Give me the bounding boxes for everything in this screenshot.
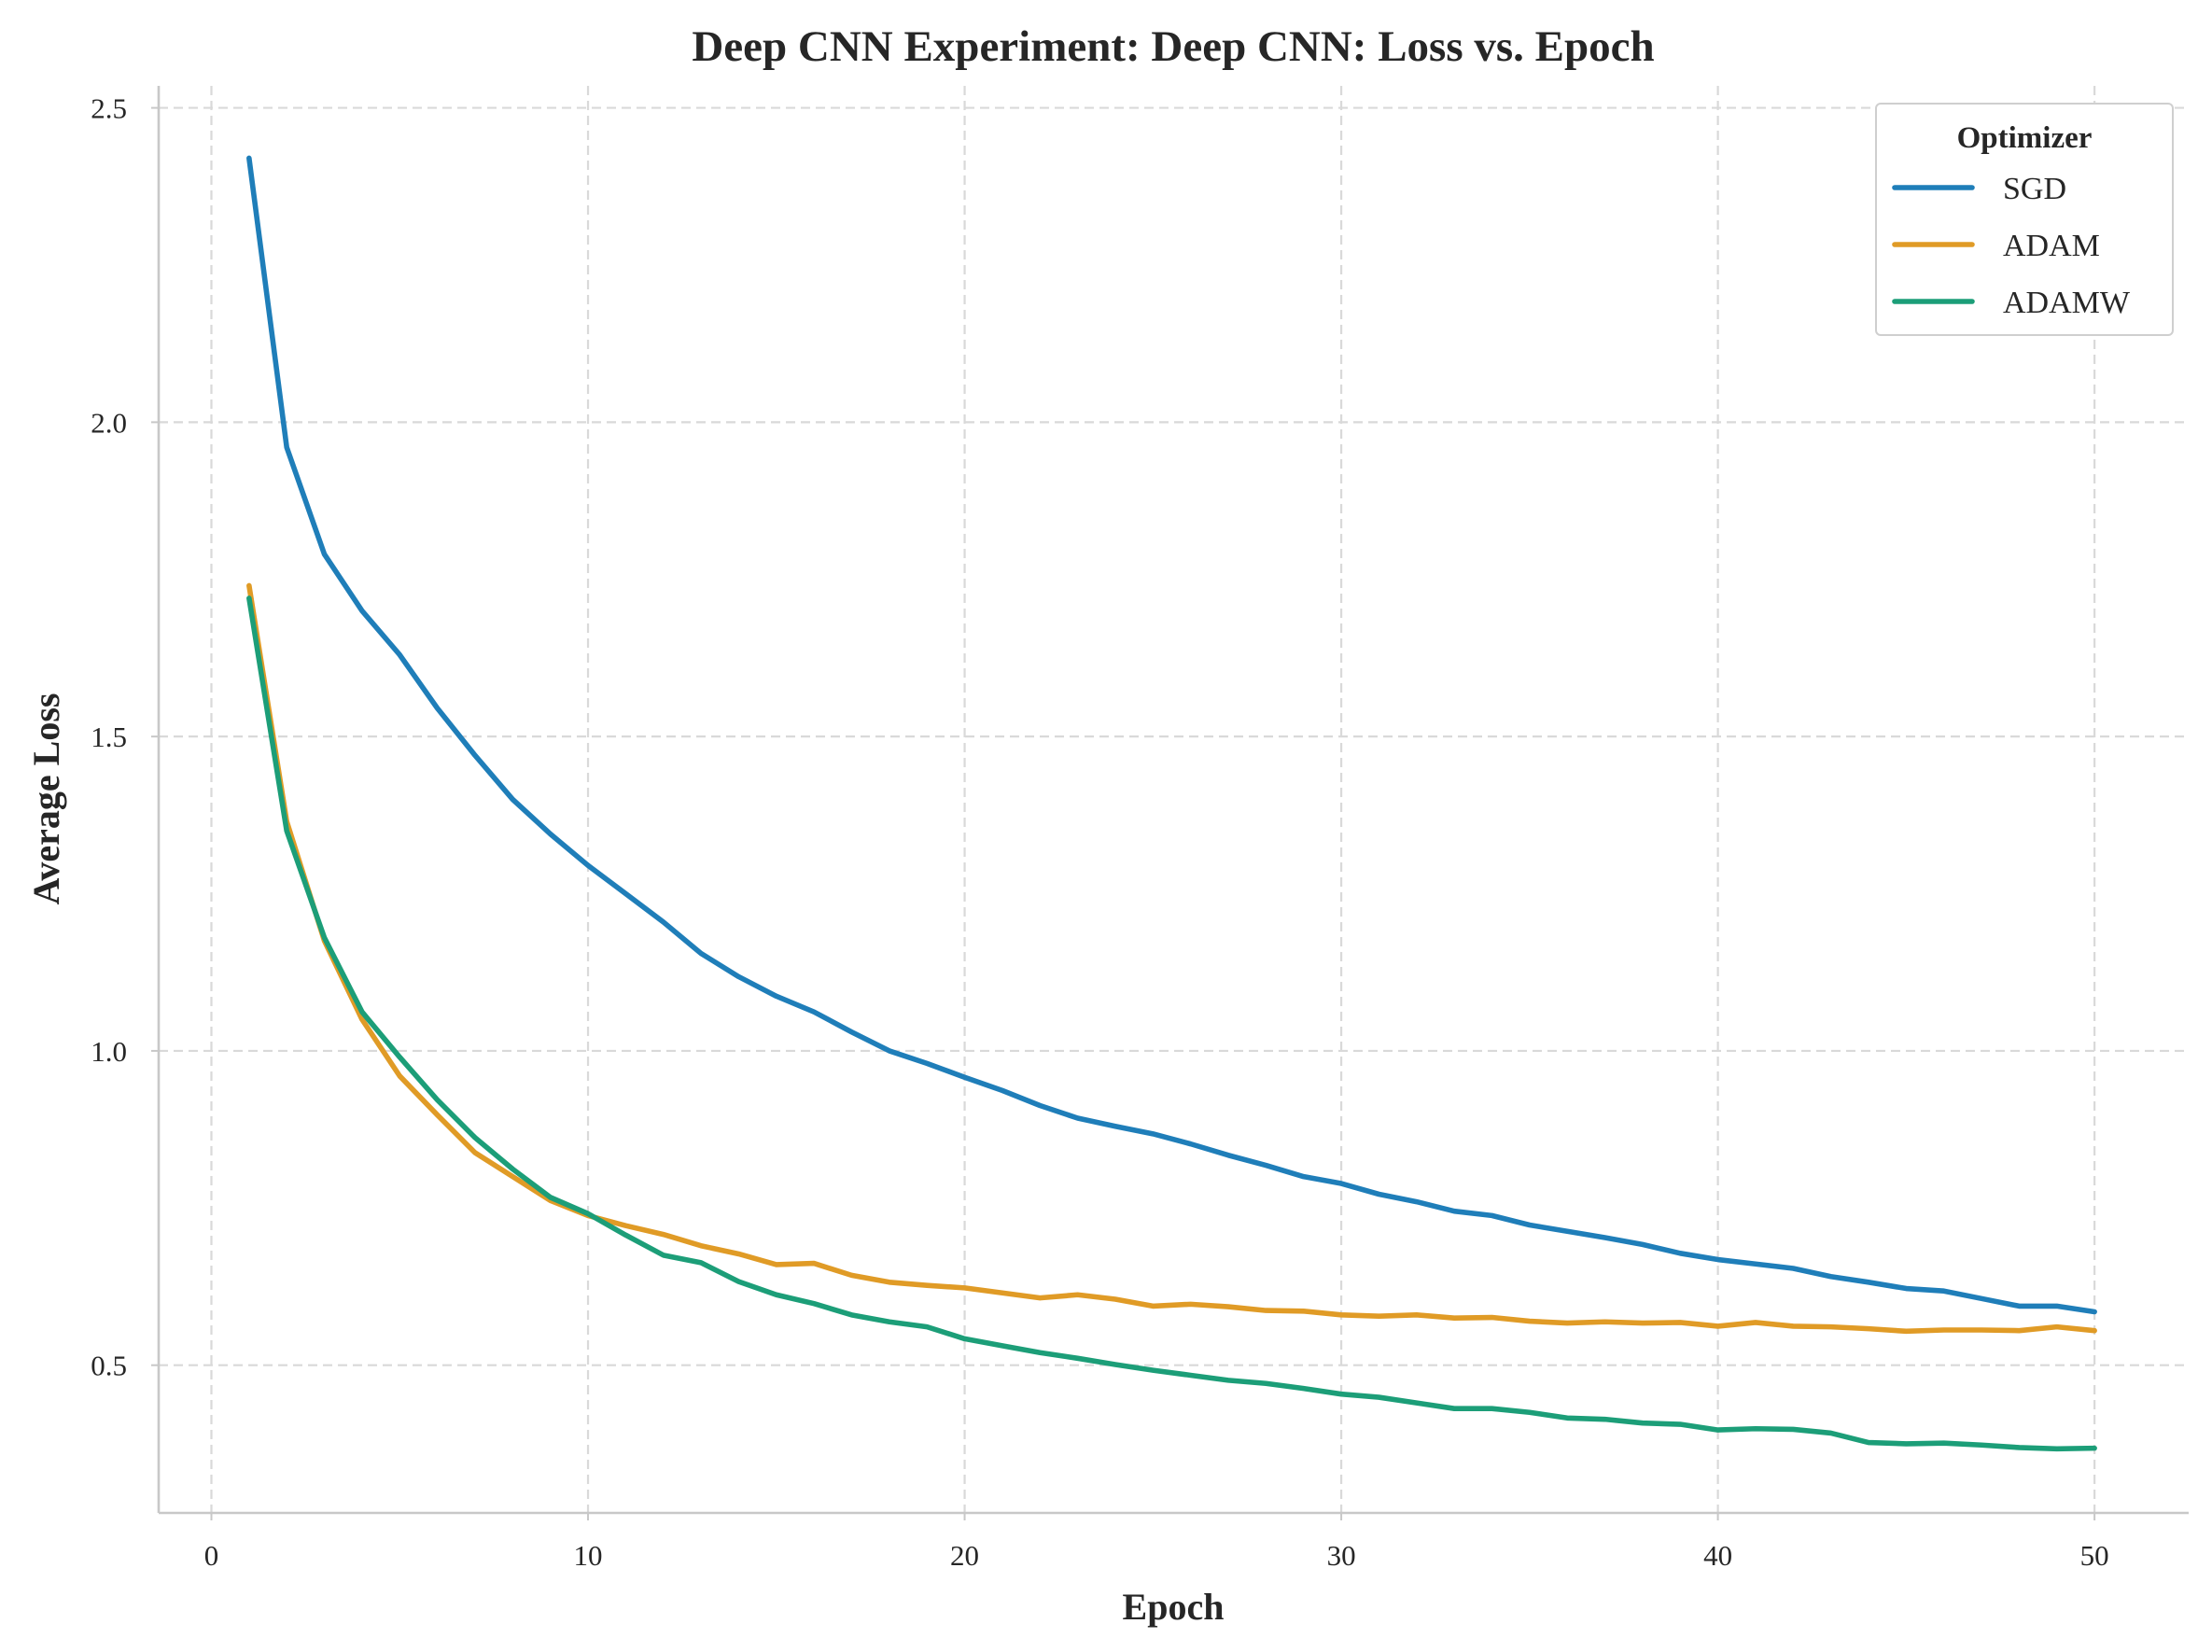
y-tick-label: 2.5	[91, 92, 127, 125]
x-axis-label: Epoch	[1123, 1586, 1225, 1628]
legend-label-adam: ADAM	[2003, 229, 2100, 263]
legend-box	[1875, 103, 2174, 336]
x-tick-label: 30	[1327, 1539, 1356, 1572]
legend-items: SGD ADAM ADAMW	[1892, 172, 2131, 320]
y-tick-label: 1.5	[91, 721, 127, 753]
series-line-adam	[246, 582, 2097, 1335]
series-line-adamw	[246, 595, 2097, 1452]
legend-title: Optimizer	[1957, 121, 2093, 155]
x-tick-label: 40	[1703, 1539, 1732, 1572]
y-axis-label: Average Loss	[25, 693, 67, 905]
x-tick-label: 10	[574, 1539, 603, 1572]
chart-title: Deep CNN Experiment: Deep CNN: Loss vs. …	[692, 22, 1654, 71]
y-tick-label: 0.5	[91, 1350, 127, 1382]
axes	[157, 86, 2189, 1515]
y-ticks: 0.5 1.0 1.5 2.0 2.5	[91, 92, 159, 1382]
grid	[159, 86, 2189, 1513]
x-tick-label: 0	[204, 1539, 219, 1572]
x-tick-label: 20	[950, 1539, 979, 1572]
x-tick-label: 50	[2080, 1539, 2109, 1572]
series-line-sgd	[246, 155, 2097, 1315]
y-tick-label: 1.0	[91, 1035, 127, 1068]
series-lines	[246, 155, 2097, 1452]
x-ticks: 0 10 20 30 40 50	[204, 1513, 2109, 1572]
y-tick-label: 2.0	[91, 406, 127, 439]
legend-label-adamw: ADAMW	[2003, 286, 2131, 320]
legend-label-sgd: SGD	[2003, 172, 2066, 206]
legend: Optimizer SGD ADAM ADAMW	[1875, 103, 2174, 336]
